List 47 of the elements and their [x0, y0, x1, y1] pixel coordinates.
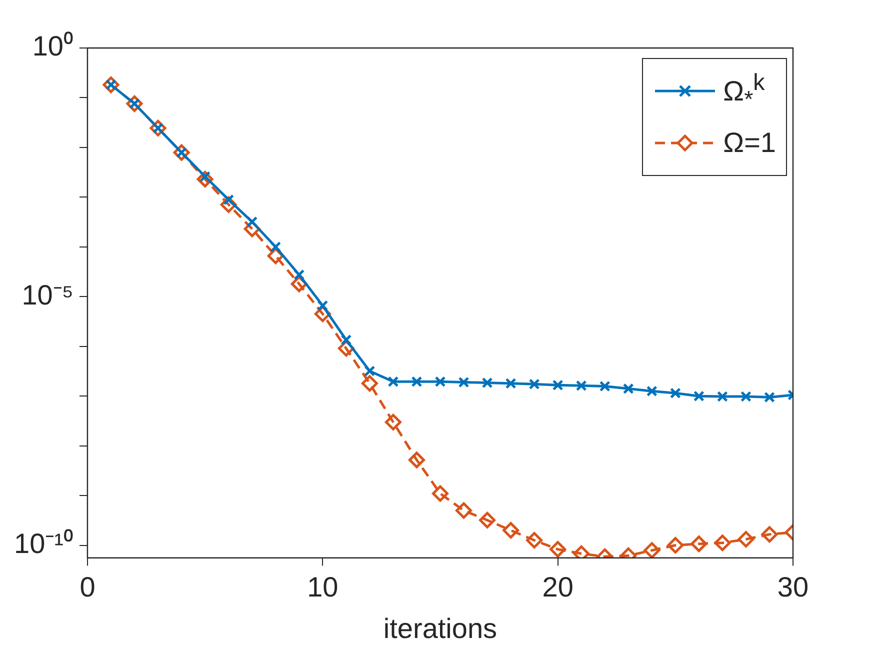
point	[246, 216, 258, 228]
point	[764, 392, 775, 403]
point	[458, 376, 470, 388]
legend-label: Ω=1	[723, 127, 776, 159]
x-tick-label: 10	[307, 571, 338, 602]
point	[740, 391, 752, 402]
point	[738, 531, 754, 548]
point	[270, 241, 282, 252]
y-tick-label: 10⁻⁵	[22, 279, 74, 310]
point	[690, 536, 708, 552]
point	[761, 526, 778, 543]
point	[432, 485, 448, 502]
point	[714, 534, 731, 552]
y-tick-label: 10⁻¹⁰	[14, 528, 74, 559]
point	[411, 376, 422, 388]
point	[552, 380, 564, 391]
point	[716, 391, 728, 402]
point	[599, 380, 610, 392]
y-tick-label: 10⁰	[32, 30, 74, 62]
point	[502, 522, 520, 539]
point	[622, 383, 634, 394]
point	[670, 388, 681, 399]
point	[384, 414, 402, 430]
point	[408, 452, 425, 468]
point	[646, 386, 658, 397]
x-axis-title: iterations	[383, 612, 498, 644]
point	[667, 537, 684, 554]
point	[388, 376, 399, 388]
point	[294, 269, 305, 280]
point	[434, 376, 446, 388]
point	[550, 541, 566, 558]
point	[528, 378, 540, 390]
point	[361, 375, 378, 392]
point	[456, 502, 472, 519]
point	[644, 542, 660, 558]
point	[576, 380, 587, 392]
point	[505, 378, 516, 389]
x-tick-label: 30	[777, 571, 809, 602]
point	[693, 390, 704, 402]
x-tick-label: 0	[80, 571, 96, 602]
point	[479, 512, 496, 528]
point	[317, 300, 328, 312]
point	[340, 334, 352, 346]
point	[364, 365, 376, 376]
point	[526, 532, 543, 549]
x-tick-label: 20	[542, 571, 574, 602]
point	[482, 377, 493, 388]
